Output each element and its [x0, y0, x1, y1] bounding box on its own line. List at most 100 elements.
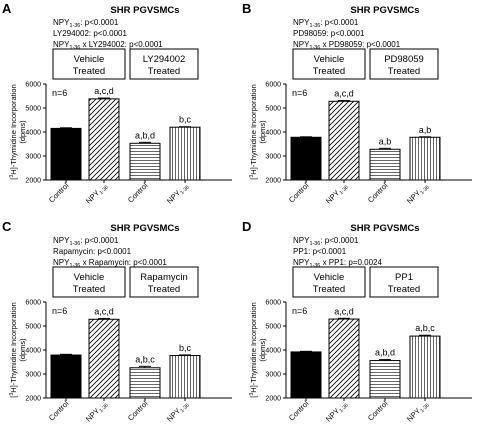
y-tick-label: 2000: [25, 396, 41, 403]
bar: [88, 98, 120, 181]
group-label: PD98059: [384, 54, 424, 65]
x-tick-label: Control: [287, 181, 311, 205]
n-label: n=6: [52, 306, 67, 316]
y-tick-label: 3000: [265, 372, 281, 379]
chart-panel-c: C SHR PGVSMCs NPY1-36: p<0.0001Rapamycin: …: [2, 219, 232, 425]
group-label: Treated: [148, 284, 180, 295]
x-tick-label: NPY1-36: [84, 181, 110, 207]
y-tick-label: 3000: [265, 154, 281, 161]
y-axis-label-units: (dpms): [258, 338, 267, 362]
group-box: [369, 48, 439, 80]
chart-title: SHR PGVSMCs: [350, 223, 419, 234]
panel-letter: B: [242, 1, 251, 16]
chart-title: SHR PGVSMCs: [110, 223, 179, 234]
group-label: Rapamycin: [140, 272, 188, 283]
chart-title: SHR PGVSMCs: [350, 5, 419, 16]
y-tick-label: 5000: [265, 106, 281, 113]
bar: [169, 355, 201, 399]
bar-significance-label: b,c: [179, 343, 192, 353]
y-tick-label: 3000: [25, 154, 41, 161]
y-tick-label: 3000: [25, 372, 41, 379]
y-axis-label: [3H]-Thymidine Incorporation: [9, 84, 18, 179]
group-label: Vehicle: [314, 272, 345, 283]
bar-significance-label: a,b,c: [135, 354, 155, 364]
stats-line: NPY1-36: p<0.0001: [293, 18, 359, 29]
stats-line: NPY1-36: p<0.0001: [53, 236, 119, 247]
x-tick-label: Control: [47, 181, 71, 205]
group-label: Treated: [388, 66, 420, 77]
panel-letter: C: [2, 219, 12, 234]
bar: [129, 142, 161, 181]
group-label: Treated: [73, 284, 105, 295]
group-label: Vehicle: [314, 54, 345, 65]
bar: [50, 354, 82, 399]
bar-significance-label: a,b: [379, 136, 392, 146]
x-tick-label: Control: [366, 399, 390, 423]
group-label: Treated: [148, 66, 180, 77]
y-tick-label: 6000: [25, 300, 41, 307]
bar: [88, 318, 120, 399]
stats-line: NPY1-36: p<0.0001: [293, 236, 359, 247]
bar: [369, 148, 401, 181]
y-axis-label: [3H]-Thymidine Incorporation: [249, 302, 258, 397]
group-label: Vehicle: [74, 272, 105, 283]
y-tick-label: 2000: [25, 178, 41, 185]
y-tick-label: 6000: [265, 82, 281, 89]
y-tick-label: 4000: [265, 348, 281, 355]
n-label: n=6: [52, 88, 67, 98]
y-tick-label: 2000: [265, 178, 281, 185]
group-box: [52, 266, 126, 298]
bar: [328, 100, 360, 181]
n-label: n=6: [292, 88, 307, 98]
bar: [129, 367, 161, 399]
x-tick-label: Control: [366, 181, 390, 205]
bar: [369, 360, 401, 399]
group-box: [292, 266, 366, 298]
stats-line: NPY1-36 x Rapamycin: p<0.0001: [53, 258, 167, 269]
x-tick-label: NPY1-36: [324, 399, 350, 425]
y-tick-label: 5000: [265, 324, 281, 331]
y-axis-label-units: (dpms): [18, 338, 27, 362]
bar-significance-label: a,b,d: [375, 348, 395, 358]
bar: [290, 136, 322, 181]
n-label: n=6: [292, 306, 307, 316]
bar-significance-label: a,b,d: [135, 130, 155, 140]
y-tick-label: 4000: [25, 348, 41, 355]
group-label: PP1: [395, 272, 413, 283]
y-tick-label: 4000: [265, 130, 281, 137]
stats-line: NPY1-36 x PP1: p=0.0024: [293, 258, 382, 269]
y-tick-label: 6000: [25, 82, 41, 89]
group-label: Treated: [313, 66, 345, 77]
y-tick-label: 5000: [25, 324, 41, 331]
x-tick-label: Control: [287, 399, 311, 423]
bar: [328, 318, 360, 399]
bar-significance-label: a,b: [419, 125, 432, 135]
y-axis-label-units: (dpms): [258, 120, 267, 144]
y-tick-label: 6000: [265, 300, 281, 307]
stats-line: Rapamycin: p<0.0001: [53, 247, 132, 256]
group-box: [52, 48, 126, 80]
x-tick-label: NPY1-36: [405, 399, 431, 425]
bar: [409, 335, 441, 399]
stats-line: NPY1-36: p<0.0001: [53, 18, 119, 29]
y-axis-label: [3H]-Thymidine Incorporation: [9, 302, 18, 397]
x-tick-label: NPY1-36: [165, 399, 191, 425]
bar-significance-label: a,c,d: [334, 89, 354, 99]
panel-letter: D: [242, 219, 251, 234]
group-box: [369, 266, 439, 298]
chart-title: SHR PGVSMCs: [110, 5, 179, 16]
y-axis-label-units: (dpms): [18, 120, 27, 144]
stats-line: PP1: p<0.0001: [293, 247, 347, 256]
y-axis-label: [3H]-Thymidine Incorporation: [249, 84, 258, 179]
x-tick-label: NPY1-36: [165, 181, 191, 207]
x-tick-label: NPY1-36: [324, 181, 350, 207]
bar-significance-label: a,b,c: [415, 323, 435, 333]
bar: [409, 136, 441, 181]
group-box: [129, 266, 199, 298]
y-tick-label: 4000: [25, 130, 41, 137]
x-tick-label: Control: [126, 181, 150, 205]
group-label: LY294002: [143, 54, 186, 65]
x-tick-label: NPY1-36: [405, 181, 431, 207]
